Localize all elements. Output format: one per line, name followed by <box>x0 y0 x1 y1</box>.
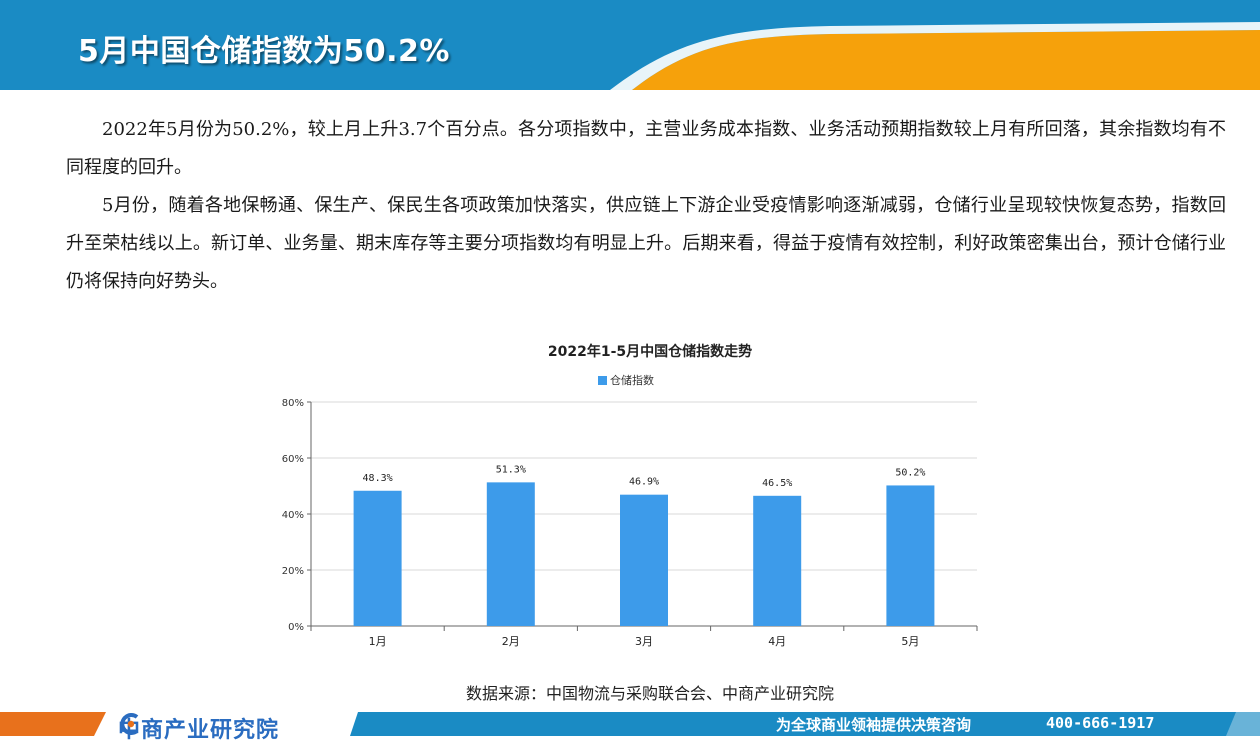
bar <box>353 490 402 626</box>
data-label: 51.3% <box>496 464 526 475</box>
data-label: 50.2% <box>895 467 925 478</box>
page-title: 5月中国仓储指数为50.2% <box>78 34 450 69</box>
bar <box>753 495 802 626</box>
chart-title: 2022年1-5月中国仓储指数走势 <box>547 344 753 360</box>
y-tick-label: 40% <box>282 510 304 521</box>
body-text: 2022年5月份为50.2%，较上月上升3.7个百分点。各分项指数中，主营业务成… <box>66 111 1226 301</box>
x-tick-label: 5月 <box>901 635 919 648</box>
y-tick-label: 0% <box>288 622 304 633</box>
header-banner: 5月中国仓储指数为50.2% <box>0 0 1260 90</box>
legend-swatch <box>598 375 607 385</box>
bar <box>486 482 535 626</box>
footer-background <box>0 712 1260 736</box>
x-tick-label: 4月 <box>768 635 786 648</box>
y-tick-label: 60% <box>282 454 304 465</box>
logo-mark-icon <box>120 713 139 735</box>
x-tick-label: 3月 <box>635 635 653 648</box>
footer-bar: 中商产业研究院 为全球商业领袖提供决策咨询 400-666-1917 <box>0 706 1260 748</box>
header-background <box>0 0 1260 90</box>
bar <box>620 494 668 626</box>
x-tick-label: 1月 <box>369 635 387 648</box>
data-label: 46.9% <box>629 477 659 488</box>
bar <box>886 485 935 626</box>
logo-name: 中商产业研究院 <box>118 718 280 743</box>
y-tick-label: 20% <box>282 566 304 577</box>
paragraph-2: 5月份，随着各地保畅通、保生产、保民生各项政策加快落实，供应链上下游企业受疫情影… <box>66 195 1226 292</box>
company-logo: 中商产业研究院 <box>118 712 279 744</box>
chart-legend: 仓储指数 <box>598 372 654 388</box>
data-source: 数据来源：中国物流与采购联合会、中商产业研究院 <box>465 684 834 703</box>
y-tick-label: 80% <box>282 398 304 409</box>
legend-label: 仓储指数 <box>610 374 654 387</box>
data-label: 48.3% <box>363 473 393 484</box>
footer-slogan: 为全球商业领袖提供决策咨询 <box>776 716 972 734</box>
footer-phone: 400-666-1917 <box>1046 714 1155 732</box>
data-label: 46.5% <box>762 478 792 489</box>
x-tick-label: 2月 <box>502 635 520 648</box>
paragraph-1: 2022年5月份为50.2%，较上月上升3.7个百分点。各分项指数中，主营业务成… <box>66 119 1226 178</box>
